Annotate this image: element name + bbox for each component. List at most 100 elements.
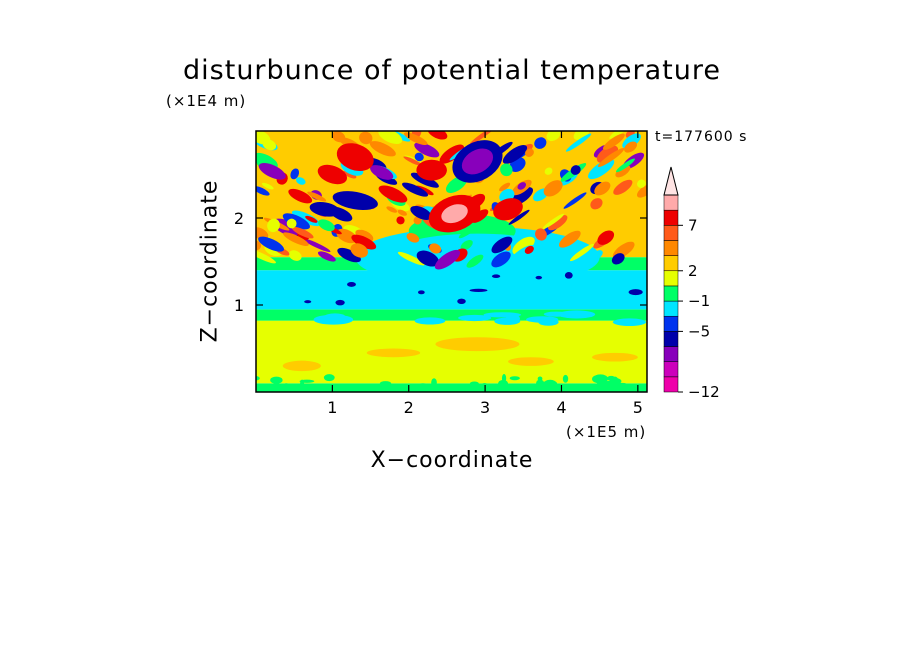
colorbar-swatch [663,331,679,347]
field-patch [579,383,585,389]
field-patch [434,249,461,270]
field-patch [505,314,520,323]
field-patch [288,250,302,261]
y-tick-label: 1 [234,296,244,315]
field-patch [550,381,558,389]
colorbar-extend-triangle [663,166,679,196]
field-patch [538,318,559,326]
chart-title: disturbunce of potential temperature [183,55,721,86]
field-patch [429,243,442,254]
field-patch [638,385,647,390]
field-patch [564,271,573,279]
field-patch [403,156,423,167]
colorbar-tick-label: −12 [688,383,720,401]
time-label: t=177600 s [655,129,748,145]
field-patch [309,201,340,217]
field-patch [396,216,405,225]
field-patch [397,209,407,216]
field-patch [414,152,424,162]
field-patch [512,236,535,255]
field-patch [406,232,420,243]
field-patch [416,159,447,181]
field-patch [283,383,290,387]
field-patch [441,204,468,224]
y-tick-label: 2 [234,209,244,228]
field-patch [414,317,446,325]
field-patch [597,379,606,387]
field-patch [491,236,513,254]
colorbar-swatch [663,194,679,211]
field-patch [535,275,543,280]
x-tick-label: 4 [556,398,566,417]
field-patch [628,289,643,296]
field-patch [500,163,513,177]
field-patch [491,251,511,268]
field-patch [291,226,314,239]
field-patch [466,254,484,268]
field-band [256,309,647,321]
field-patch [458,222,481,239]
x-unit-label: (×1E5 m) [566,423,647,441]
field-patch [557,310,596,319]
plot-frame [255,130,648,393]
field-patch [493,198,523,221]
field-patch [332,191,378,211]
colorbar-swatch [663,240,679,256]
field-patch [282,360,321,372]
field-patch [538,381,551,387]
field-patch [602,133,625,150]
y-axis-label: Z−coordinate [197,179,223,343]
field-patch [498,379,509,388]
field-patch [590,198,603,210]
field-patch [611,253,625,265]
field-patch [282,213,310,230]
field-patch [256,186,270,196]
field-patch [299,379,315,383]
colorbar-swatch [663,285,679,302]
field-patch [288,188,313,204]
field-patch [302,238,331,253]
field-patch [508,357,554,366]
field-patch [508,209,530,225]
field-patch [417,290,425,295]
field-patch [469,381,479,386]
field-patch [350,243,368,258]
field-patch [256,248,276,264]
field-patch [414,142,440,158]
field-patch [378,131,403,144]
field-patch [318,219,335,232]
x-axis-label: X−coordinate [370,448,534,473]
colorbar-swatch [663,315,679,332]
field-patch [509,376,520,381]
field-patch [535,228,547,241]
field-patch [457,298,466,304]
field-patch [606,375,616,381]
field-patch [290,168,300,180]
field-patch [336,143,374,171]
field-patch [615,165,631,178]
x-tick-label: 5 [633,398,643,417]
colorbar-tick-label: 2 [688,262,698,280]
field-patch [562,374,569,383]
field-patch [379,381,392,386]
field-patch [491,274,501,278]
field-patch [570,165,581,175]
field-patch [605,387,615,392]
field-patch [596,145,619,163]
field-patch [469,131,496,145]
field-patch [403,132,428,146]
field-patch [565,133,592,152]
field-patch [397,251,425,266]
field-patch [305,215,318,223]
field-patch [370,165,394,180]
colorbar-swatch [663,376,679,393]
field-patch [427,131,448,140]
field-patch [612,318,647,326]
field-patch [343,170,357,179]
field-patch [597,230,615,245]
field-patch [359,131,373,145]
field-patch [295,177,306,185]
field-patch [347,282,356,287]
field-patch [386,206,398,213]
